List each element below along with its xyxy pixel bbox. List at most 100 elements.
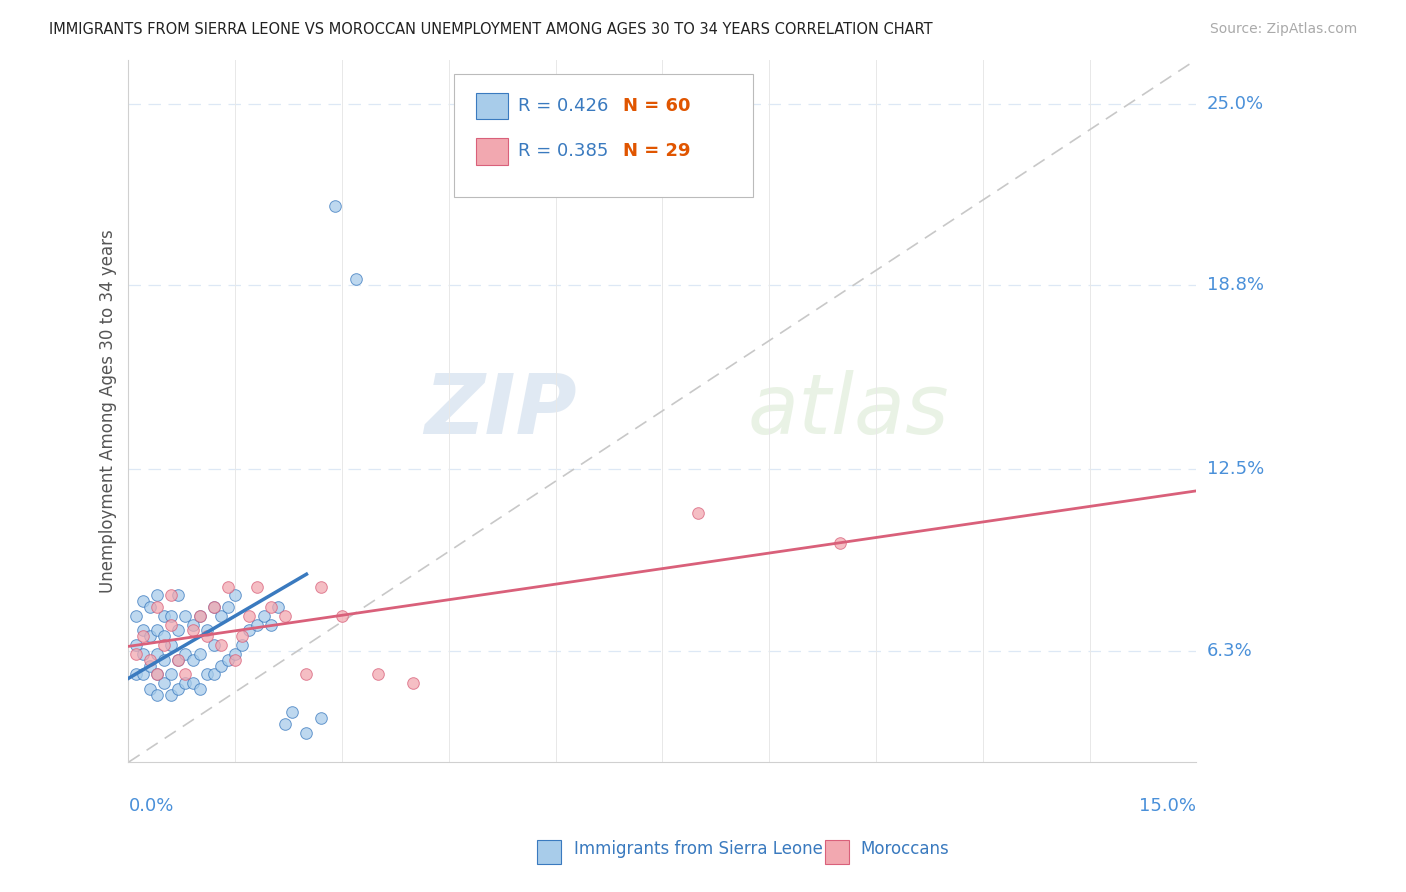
Point bbox=[167, 653, 190, 667]
Point bbox=[260, 617, 283, 632]
Point bbox=[188, 647, 211, 661]
Point bbox=[174, 647, 197, 661]
Point bbox=[253, 608, 276, 623]
Point bbox=[309, 580, 332, 594]
Point bbox=[217, 653, 239, 667]
Point bbox=[153, 608, 176, 623]
Point bbox=[146, 688, 169, 702]
Text: 0.0%: 0.0% bbox=[128, 797, 174, 815]
Text: atlas: atlas bbox=[748, 370, 949, 451]
Point bbox=[181, 653, 204, 667]
Point bbox=[231, 629, 253, 643]
Point bbox=[139, 658, 162, 673]
Point bbox=[195, 624, 218, 638]
Point bbox=[224, 647, 246, 661]
Point bbox=[274, 608, 297, 623]
Text: R = 0.426: R = 0.426 bbox=[519, 97, 609, 115]
Text: 12.5%: 12.5% bbox=[1206, 460, 1264, 478]
Point bbox=[202, 600, 225, 615]
Point bbox=[139, 600, 162, 615]
Point bbox=[830, 535, 852, 549]
Point bbox=[132, 647, 155, 661]
Point bbox=[124, 608, 146, 623]
Point bbox=[224, 653, 246, 667]
Point bbox=[267, 600, 290, 615]
Point bbox=[167, 624, 190, 638]
Point bbox=[188, 608, 211, 623]
Point bbox=[181, 676, 204, 690]
Point bbox=[188, 681, 211, 696]
Point bbox=[274, 717, 297, 731]
Point bbox=[132, 594, 155, 608]
Point bbox=[238, 608, 260, 623]
Point bbox=[295, 667, 318, 681]
Point bbox=[209, 658, 232, 673]
Point bbox=[217, 580, 239, 594]
Point bbox=[146, 647, 169, 661]
Point bbox=[146, 588, 169, 602]
Point bbox=[309, 711, 332, 725]
FancyBboxPatch shape bbox=[454, 74, 754, 196]
Point bbox=[202, 667, 225, 681]
Point bbox=[132, 629, 155, 643]
Text: Source: ZipAtlas.com: Source: ZipAtlas.com bbox=[1209, 22, 1357, 37]
Point bbox=[146, 667, 169, 681]
Point bbox=[281, 706, 304, 720]
Text: IMMIGRANTS FROM SIERRA LEONE VS MOROCCAN UNEMPLOYMENT AMONG AGES 30 TO 34 YEARS : IMMIGRANTS FROM SIERRA LEONE VS MOROCCAN… bbox=[49, 22, 932, 37]
Point bbox=[209, 638, 232, 652]
Point bbox=[146, 624, 169, 638]
Text: ZIP: ZIP bbox=[425, 370, 576, 451]
Point bbox=[188, 608, 211, 623]
Point bbox=[195, 629, 218, 643]
Point bbox=[260, 600, 283, 615]
Text: 18.8%: 18.8% bbox=[1206, 276, 1264, 294]
Point bbox=[153, 629, 176, 643]
Point bbox=[167, 588, 190, 602]
Text: 6.3%: 6.3% bbox=[1206, 642, 1253, 660]
Point bbox=[124, 638, 146, 652]
Text: 15.0%: 15.0% bbox=[1139, 797, 1197, 815]
Point bbox=[132, 667, 155, 681]
Point bbox=[167, 653, 190, 667]
Point bbox=[124, 667, 146, 681]
Point bbox=[146, 667, 169, 681]
Point bbox=[224, 588, 246, 602]
Point bbox=[330, 608, 353, 623]
Text: N = 60: N = 60 bbox=[623, 97, 690, 115]
Text: Immigrants from Sierra Leone: Immigrants from Sierra Leone bbox=[574, 839, 823, 857]
Point bbox=[132, 624, 155, 638]
Text: R = 0.385: R = 0.385 bbox=[519, 142, 609, 160]
Point bbox=[209, 608, 232, 623]
Point bbox=[174, 676, 197, 690]
Point bbox=[367, 667, 389, 681]
Point bbox=[139, 629, 162, 643]
Point bbox=[246, 580, 269, 594]
Point bbox=[160, 588, 183, 602]
Point bbox=[153, 676, 176, 690]
Point bbox=[160, 617, 183, 632]
Point bbox=[202, 638, 225, 652]
Point bbox=[160, 608, 183, 623]
Point bbox=[153, 638, 176, 652]
Text: 25.0%: 25.0% bbox=[1206, 95, 1264, 112]
FancyBboxPatch shape bbox=[475, 93, 508, 120]
Point bbox=[402, 676, 425, 690]
Text: Moroccans: Moroccans bbox=[860, 839, 949, 857]
Point bbox=[195, 667, 218, 681]
Point bbox=[146, 600, 169, 615]
FancyBboxPatch shape bbox=[475, 138, 508, 165]
Point bbox=[344, 272, 367, 286]
Point bbox=[231, 638, 253, 652]
Y-axis label: Unemployment Among Ages 30 to 34 years: Unemployment Among Ages 30 to 34 years bbox=[100, 229, 117, 593]
Point bbox=[246, 617, 269, 632]
Point bbox=[160, 638, 183, 652]
Point bbox=[202, 600, 225, 615]
Point bbox=[295, 726, 318, 740]
Point bbox=[139, 681, 162, 696]
Point bbox=[323, 199, 346, 213]
Point bbox=[160, 688, 183, 702]
Point bbox=[153, 653, 176, 667]
Point bbox=[124, 647, 146, 661]
Point bbox=[181, 617, 204, 632]
Point bbox=[181, 624, 204, 638]
